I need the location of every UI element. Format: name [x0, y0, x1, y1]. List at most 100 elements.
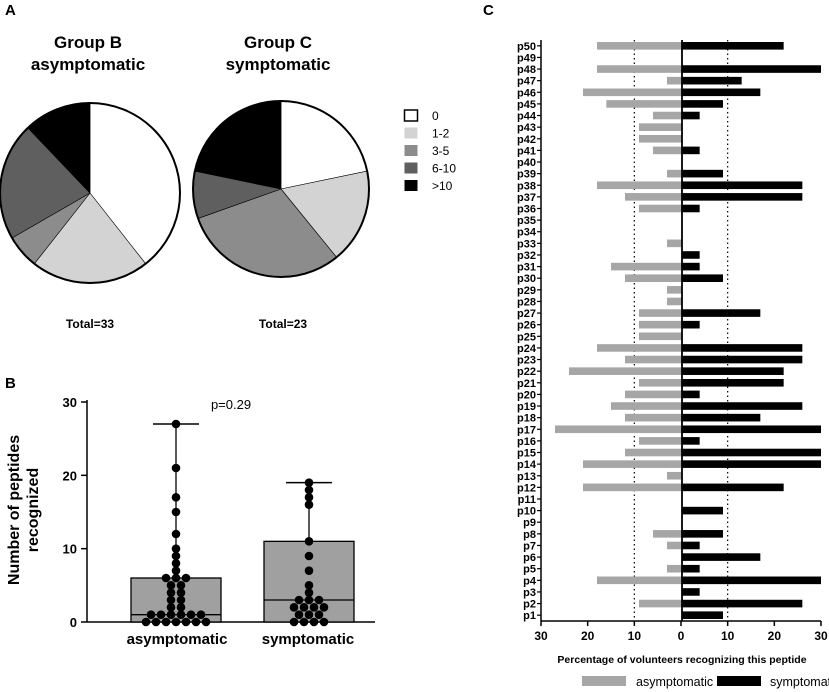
box-asymptomatic-point: [176, 581, 186, 590]
legend-label-3-5: 3-5: [432, 144, 450, 158]
box-plot-area: 0 10 20 30: [63, 395, 375, 630]
pie-b-total: Total=33: [66, 317, 114, 331]
bar-asymptomatic-p16: [639, 437, 682, 445]
peptide-label-p2: p2: [523, 599, 536, 611]
box-asymptomatic-point: [171, 559, 181, 568]
bar-asymptomatic-p21: [639, 378, 682, 387]
box-symptomatic-point: [299, 603, 309, 612]
bar-symptomatic-p15: [682, 448, 821, 457]
bar-asymptomatic-p22: [569, 367, 682, 375]
box-asymptomatic-point: [176, 610, 186, 619]
peptide-label-p3: p3: [523, 587, 536, 599]
peptide-label-p36: p36: [517, 203, 536, 215]
bar-asymptomatic-p44: [653, 111, 682, 120]
bar-symptomatic-p38: [682, 181, 803, 190]
barchart-xtick-label: 0: [678, 629, 685, 643]
bar-symptomatic-p30: [682, 274, 723, 283]
peptide-label-p30: p30: [517, 273, 536, 285]
box-asymptomatic-point: [201, 617, 211, 627]
peptide-label-p9: p9: [523, 517, 536, 529]
peptide-label-p39: p39: [517, 169, 536, 181]
peptide-label-p33: p33: [517, 238, 536, 250]
bar-symptomatic-p14: [682, 460, 821, 468]
boxplot-pvalue: p=0.29: [211, 397, 251, 412]
bar-symptomatic-p32: [682, 251, 700, 259]
box-asymptomatic-point: [171, 544, 181, 553]
box-asymptomatic-point: [171, 551, 181, 561]
box-asymptomatic-point: [176, 588, 186, 597]
bar-symptomatic-p31: [682, 262, 700, 271]
box-asymptomatic-point: [166, 610, 176, 619]
legend-label-asymptomatic: asymptomatic: [636, 675, 713, 689]
bar-asymptomatic-p20: [625, 390, 682, 399]
legend-label-1-2: 1-2: [432, 127, 450, 141]
peptide-label-p50: p50: [517, 41, 536, 53]
pie-chart-group-b: [0, 102, 181, 284]
pie-b-title-line1: Group B: [54, 33, 122, 52]
peptide-label-p10: p10: [517, 506, 536, 518]
box-symptomatic-point: [294, 595, 304, 605]
bar-symptomatic-p16: [682, 437, 700, 445]
boxplot-xcat-asymptomatic: asymptomatic: [127, 631, 228, 648]
bar-asymptomatic-p36: [639, 204, 682, 213]
bar-asymptomatic-p4: [597, 576, 682, 585]
bar-asymptomatic-p43: [639, 123, 682, 131]
bar-asymptomatic-p50: [597, 42, 682, 50]
bar-chart-area: p50p49p48p47p46p45p44p43p42p41p40p39p38p…: [517, 40, 828, 643]
peptide-label-p1: p1: [523, 610, 536, 622]
box-symptomatic-point: [304, 485, 314, 495]
bar-symptomatic-p22: [682, 367, 784, 375]
boxplot-ylabel-line2: recognized: [25, 468, 42, 552]
box-symptomatic-point: [309, 617, 319, 627]
bar-asymptomatic-p38: [597, 181, 682, 190]
box-asymptomatic-point: [166, 588, 176, 597]
bar-symptomatic-p45: [682, 100, 723, 108]
peptide-label-p31: p31: [517, 262, 536, 274]
peptide-label-p4: p4: [523, 575, 537, 587]
bar-symptomatic-p7: [682, 541, 700, 550]
peptide-label-p18: p18: [517, 413, 536, 425]
bar-symptomatic-p21: [682, 378, 784, 387]
bar-asymptomatic-p47: [667, 76, 682, 85]
peptide-label-p42: p42: [517, 134, 536, 146]
boxplot-ylabel-line1: Number of peptides: [6, 435, 23, 585]
box-asymptomatic-point: [186, 610, 196, 619]
bar-asymptomatic-p25: [639, 332, 682, 341]
bar-symptomatic-p19: [682, 402, 803, 410]
bar-symptomatic-p47: [682, 76, 742, 85]
box-asymptomatic-point: [171, 573, 181, 583]
bar-asymptomatic-p45: [606, 100, 682, 108]
bar-symptomatic-p48: [682, 65, 821, 73]
bar-asymptomatic-p17: [555, 425, 682, 434]
peptide-label-p15: p15: [517, 448, 536, 460]
panel-a-pies: Group B asymptomatic Group C symptomatic…: [0, 33, 456, 331]
barchart-xtick-label: 20: [768, 629, 782, 643]
peptide-label-p8: p8: [523, 529, 536, 541]
peptide-label-p35: p35: [517, 215, 536, 227]
bar-asymptomatic-p27: [639, 309, 682, 317]
bar-symptomatic-p50: [682, 42, 784, 50]
boxplot-ytick-label: 10: [63, 542, 77, 557]
barchart-xtick-label: 30: [534, 629, 548, 643]
bar-asymptomatic-p7: [667, 541, 682, 550]
box-asymptomatic-iqr: [130, 577, 222, 623]
peptide-label-p41: p41: [517, 145, 536, 157]
bar-asymptomatic-p12: [583, 483, 682, 492]
bar-symptomatic-p4: [682, 576, 821, 585]
box-symptomatic-point: [304, 478, 314, 487]
peptide-label-p12: p12: [517, 482, 536, 494]
pie-b-outline: [0, 102, 181, 284]
box-symptomatic-point: [304, 581, 314, 590]
bar-symptomatic-p26: [682, 320, 700, 329]
pie-legend: 0 1-2 3-5 6-10 >10: [403, 109, 456, 193]
boxplot-xcat-symptomatic: symptomatic: [262, 631, 355, 648]
panel-b-label: B: [5, 375, 16, 392]
peptide-label-p21: p21: [517, 378, 536, 390]
bar-asymptomatic-p13: [667, 471, 682, 480]
box-asymptomatic-point: [176, 595, 186, 605]
box-asymptomatic-point: [181, 573, 191, 583]
box-symptomatic-point: [304, 595, 314, 605]
peptide-label-p17: p17: [517, 424, 536, 436]
bar-symptomatic-p24: [682, 344, 803, 352]
